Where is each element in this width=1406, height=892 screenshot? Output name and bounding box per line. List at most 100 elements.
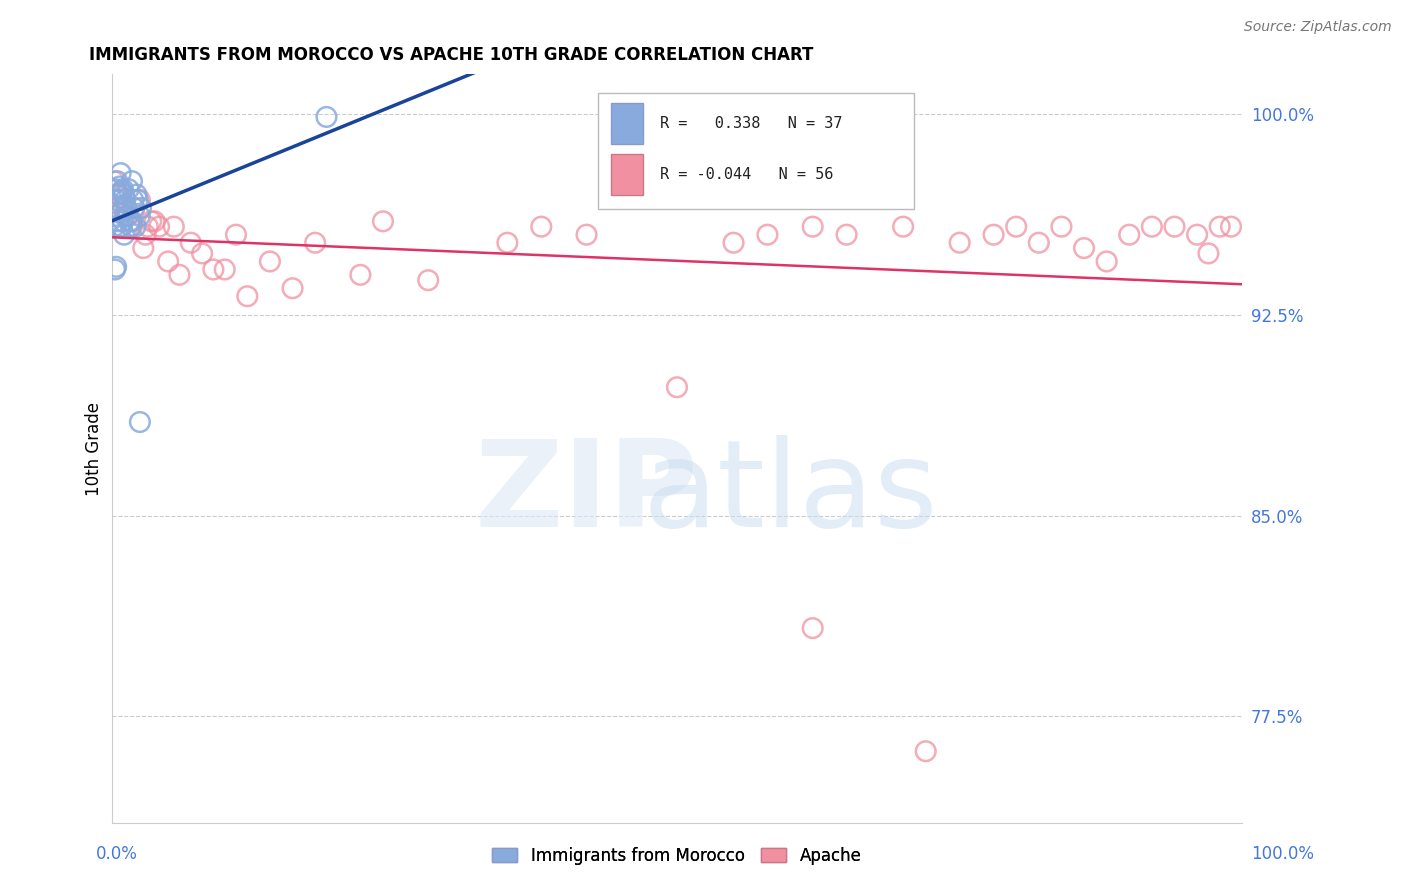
Point xyxy=(105,260,128,274)
Point xyxy=(801,219,824,234)
Text: R = -0.044   N = 56: R = -0.044 N = 56 xyxy=(659,167,834,182)
Point xyxy=(112,187,135,202)
FancyBboxPatch shape xyxy=(598,93,914,209)
Point xyxy=(304,235,326,250)
Point xyxy=(107,187,129,202)
Point xyxy=(129,415,152,429)
Point xyxy=(1220,219,1243,234)
Point xyxy=(114,193,136,207)
Point xyxy=(122,193,145,207)
Point xyxy=(1073,241,1095,255)
Point xyxy=(1197,246,1219,260)
Point xyxy=(110,187,132,202)
Point xyxy=(135,227,157,242)
Point xyxy=(835,227,858,242)
Point xyxy=(132,241,155,255)
Point xyxy=(1095,254,1118,268)
Text: 100.0%: 100.0% xyxy=(1251,846,1315,863)
Point xyxy=(103,219,125,234)
Point xyxy=(103,174,125,188)
Point xyxy=(129,193,152,207)
Text: atlas: atlas xyxy=(643,435,938,552)
Point xyxy=(125,187,148,202)
Point xyxy=(315,110,337,124)
Point xyxy=(236,289,259,303)
Point xyxy=(1028,235,1050,250)
Point xyxy=(371,214,394,228)
Point xyxy=(104,209,127,223)
Point xyxy=(259,254,281,268)
Point xyxy=(202,262,225,277)
Point xyxy=(111,185,134,199)
Text: Source: ZipAtlas.com: Source: ZipAtlas.com xyxy=(1244,20,1392,34)
Legend: Immigrants from Morocco, Apache: Immigrants from Morocco, Apache xyxy=(485,840,869,871)
FancyBboxPatch shape xyxy=(612,103,643,144)
Point xyxy=(349,268,371,282)
Point xyxy=(110,206,132,220)
Point xyxy=(1140,219,1163,234)
Point xyxy=(117,182,139,196)
Point xyxy=(169,268,191,282)
Point xyxy=(105,174,128,188)
Point xyxy=(114,209,136,223)
Point xyxy=(1050,219,1073,234)
Point xyxy=(891,219,914,234)
Point xyxy=(801,621,824,635)
Point xyxy=(105,193,128,207)
Text: ZIP: ZIP xyxy=(475,435,699,552)
Point xyxy=(191,246,214,260)
Point xyxy=(111,182,134,196)
Point xyxy=(105,187,128,202)
Point xyxy=(117,209,139,223)
Point xyxy=(121,219,143,234)
Point xyxy=(148,219,170,234)
Point xyxy=(104,262,127,277)
Point xyxy=(122,201,145,215)
Point xyxy=(496,235,519,250)
Point xyxy=(124,219,146,234)
Point xyxy=(122,201,145,215)
Point xyxy=(107,187,129,202)
Point xyxy=(163,219,186,234)
Point xyxy=(129,201,152,215)
Text: R =   0.338   N = 37: R = 0.338 N = 37 xyxy=(659,116,842,131)
Point xyxy=(157,254,180,268)
Point xyxy=(143,214,166,228)
Point xyxy=(104,182,127,196)
Point xyxy=(756,227,779,242)
Point xyxy=(105,201,128,215)
Point xyxy=(112,227,135,242)
Point xyxy=(117,209,139,223)
Point xyxy=(141,214,163,228)
Point xyxy=(1209,219,1232,234)
Point xyxy=(575,227,598,242)
Point xyxy=(111,201,134,215)
Point xyxy=(111,219,134,234)
Point xyxy=(129,209,152,223)
Point xyxy=(108,219,131,234)
Point xyxy=(914,744,936,758)
Point xyxy=(115,201,138,215)
Point xyxy=(530,219,553,234)
Point xyxy=(136,219,159,234)
Point xyxy=(1185,227,1208,242)
Point xyxy=(418,273,440,287)
Point xyxy=(214,262,236,277)
Point xyxy=(120,219,142,234)
Point xyxy=(121,174,143,188)
Point xyxy=(983,227,1005,242)
Point xyxy=(665,380,688,394)
Point xyxy=(180,235,202,250)
Point xyxy=(225,227,247,242)
Point xyxy=(118,214,141,228)
Text: IMMIGRANTS FROM MOROCCO VS APACHE 10TH GRADE CORRELATION CHART: IMMIGRANTS FROM MOROCCO VS APACHE 10TH G… xyxy=(89,46,814,64)
Point xyxy=(108,179,131,194)
Point xyxy=(1005,219,1028,234)
Point xyxy=(111,214,134,228)
Point xyxy=(110,166,132,180)
FancyBboxPatch shape xyxy=(612,153,643,195)
Point xyxy=(723,235,745,250)
Point xyxy=(127,193,149,207)
Point xyxy=(107,214,129,228)
Point xyxy=(281,281,304,295)
